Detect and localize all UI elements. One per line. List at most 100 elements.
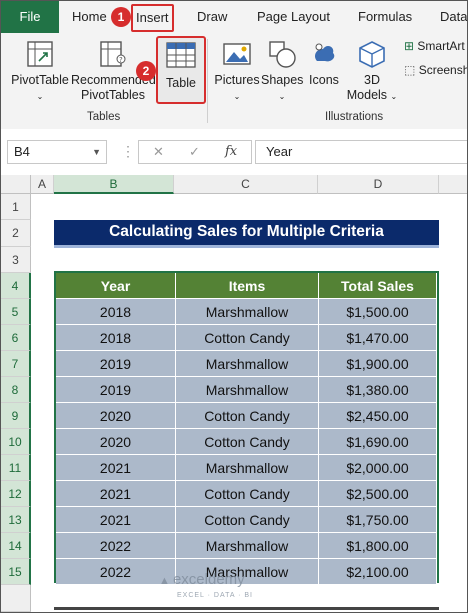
- cancel-icon[interactable]: ✕: [153, 144, 164, 159]
- row-header-15[interactable]: 15: [1, 559, 31, 585]
- next-section-border: [54, 607, 439, 610]
- table-row: 2021 Cotton Candy $2,500.00: [56, 481, 437, 507]
- row-header-12[interactable]: 12: [1, 481, 31, 507]
- tab-formulas[interactable]: Formulas: [358, 9, 413, 24]
- chevron-down-icon[interactable]: ▼: [92, 147, 101, 157]
- shapes-icon: [269, 41, 296, 68]
- table-cell[interactable]: $1,750.00: [319, 507, 437, 533]
- insert-function-icon[interactable]: fx: [225, 144, 238, 159]
- screenshot-button[interactable]: ⬚ Screenshot: [404, 63, 467, 77]
- table-header-cell[interactable]: Items: [176, 273, 319, 299]
- table-cell[interactable]: 2019: [56, 351, 176, 377]
- table-cell[interactable]: 2018: [56, 299, 176, 325]
- more-options-icon[interactable]: ⋮: [121, 143, 135, 159]
- table-cell[interactable]: $1,470.00: [319, 325, 437, 351]
- enter-icon[interactable]: ✓: [189, 144, 200, 159]
- pictures-label: Pictures: [214, 73, 260, 87]
- row-header-8[interactable]: 8: [1, 377, 31, 403]
- row-header-11[interactable]: 11: [1, 455, 31, 481]
- table-cell[interactable]: 2021: [56, 455, 176, 481]
- name-box[interactable]: B4 ▼: [7, 140, 107, 164]
- table-cell[interactable]: $2,100.00: [319, 559, 437, 585]
- recommended-pivot-tables-button[interactable]: ? Recommended PivotTables: [71, 39, 156, 103]
- column-header-c[interactable]: C: [174, 175, 318, 194]
- pictures-button[interactable]: Pictures ⌄: [213, 39, 261, 104]
- shapes-button[interactable]: Shapes ⌄: [261, 39, 303, 104]
- table-cell[interactable]: 2022: [56, 533, 176, 559]
- row-header-16[interactable]: [1, 585, 31, 612]
- table-cell[interactable]: Cotton Candy: [176, 325, 319, 351]
- table-row: 2021 Marshmallow $2,000.00: [56, 455, 437, 481]
- column-header-a[interactable]: A: [31, 175, 54, 194]
- table-cell[interactable]: 2019: [56, 377, 176, 403]
- select-all-corner[interactable]: [1, 175, 31, 194]
- table-cell[interactable]: 2018: [56, 325, 176, 351]
- table-cell[interactable]: Cotton Candy: [176, 507, 319, 533]
- table-button[interactable]: Table: [156, 36, 206, 104]
- table-cell[interactable]: $1,380.00: [319, 377, 437, 403]
- row-header-13[interactable]: 13: [1, 507, 31, 533]
- sheet-title[interactable]: Calculating Sales for Multiple Criteria: [54, 220, 439, 248]
- recommended-pivot-icon: ?: [100, 41, 126, 67]
- table-cell[interactable]: 2022: [56, 559, 176, 585]
- table-label: Table: [166, 76, 196, 90]
- watermark-logo: ▲ exceldemy EXCEL · DATA · BI: [159, 571, 253, 600]
- sales-table: Year Items Total Sales 2018 Marshmallow $1,50…: [54, 271, 439, 585]
- table-row: 2019 Marshmallow $1,900.00: [56, 351, 437, 377]
- column-header-d[interactable]: D: [318, 175, 439, 194]
- table-row: 2022 Marshmallow $2,100.00: [56, 559, 437, 585]
- row-header-14[interactable]: 14: [1, 533, 31, 559]
- table-cell[interactable]: $2,500.00: [319, 481, 437, 507]
- table-cell[interactable]: Marshmallow: [176, 533, 319, 559]
- column-header-e[interactable]: [439, 175, 467, 194]
- smartart-button[interactable]: ⊞ SmartArt: [404, 39, 465, 53]
- row-header-10[interactable]: 10: [1, 429, 31, 455]
- table-cell[interactable]: 2020: [56, 403, 176, 429]
- column-header-b[interactable]: B: [54, 175, 174, 194]
- row-header-1[interactable]: 1: [1, 194, 31, 220]
- step-2-badge: 2: [136, 61, 156, 81]
- 3d-models-button[interactable]: 3D Models ⌄: [344, 39, 400, 104]
- table-cell[interactable]: Cotton Candy: [176, 429, 319, 455]
- svg-text:?: ?: [119, 56, 123, 64]
- tab-data[interactable]: Data: [440, 9, 468, 24]
- tab-insert[interactable]: Insert: [131, 4, 174, 32]
- icons-button[interactable]: Icons: [305, 39, 343, 88]
- table-cell[interactable]: $2,000.00: [319, 455, 437, 481]
- row-header-2[interactable]: 2: [1, 220, 31, 247]
- pivot-table-button[interactable]: PivotTable ⌄: [11, 39, 69, 104]
- table-cell[interactable]: $1,800.00: [319, 533, 437, 559]
- tab-file[interactable]: File: [1, 1, 59, 33]
- table-cell[interactable]: Marshmallow: [176, 377, 319, 403]
- table-cell[interactable]: $1,500.00: [319, 299, 437, 325]
- row-header-6[interactable]: 6: [1, 325, 31, 351]
- row-header-9[interactable]: 9: [1, 403, 31, 429]
- table-cell[interactable]: 2021: [56, 507, 176, 533]
- row-header-5[interactable]: 5: [1, 299, 31, 325]
- tab-draw[interactable]: Draw: [197, 9, 228, 24]
- formula-input[interactable]: Year: [255, 140, 467, 164]
- formula-bar: B4 ▼ ⋮ ✕ ✓ fx Year: [1, 129, 467, 175]
- table-cell[interactable]: Cotton Candy: [176, 403, 319, 429]
- table-cell[interactable]: $1,900.00: [319, 351, 437, 377]
- row-header-4[interactable]: 4: [1, 273, 31, 299]
- table-cell[interactable]: $2,450.00: [319, 403, 437, 429]
- table-header-cell[interactable]: Total Sales: [319, 273, 437, 299]
- table-cell[interactable]: 2021: [56, 481, 176, 507]
- row-header-7[interactable]: 7: [1, 351, 31, 377]
- watermark-name: exceldemy: [172, 571, 245, 588]
- tab-page-layout[interactable]: Page Layout: [257, 9, 331, 24]
- table-row: 2021 Cotton Candy $1,750.00: [56, 507, 437, 533]
- table-cell[interactable]: 2020: [56, 429, 176, 455]
- table-cell[interactable]: $1,690.00: [319, 429, 437, 455]
- table-cell[interactable]: Marshmallow: [176, 299, 319, 325]
- table-cell[interactable]: Marshmallow: [176, 351, 319, 377]
- table-header-cell[interactable]: Year: [56, 273, 176, 299]
- table-cell[interactable]: Marshmallow: [176, 455, 319, 481]
- tab-home[interactable]: Home: [72, 9, 107, 24]
- tables-group-label: Tables: [87, 111, 121, 123]
- table-cell[interactable]: Marshmallow: [176, 559, 319, 585]
- smartart-label: SmartArt: [417, 39, 465, 53]
- row-header-3[interactable]: 3: [1, 247, 31, 273]
- table-cell[interactable]: Cotton Candy: [176, 481, 319, 507]
